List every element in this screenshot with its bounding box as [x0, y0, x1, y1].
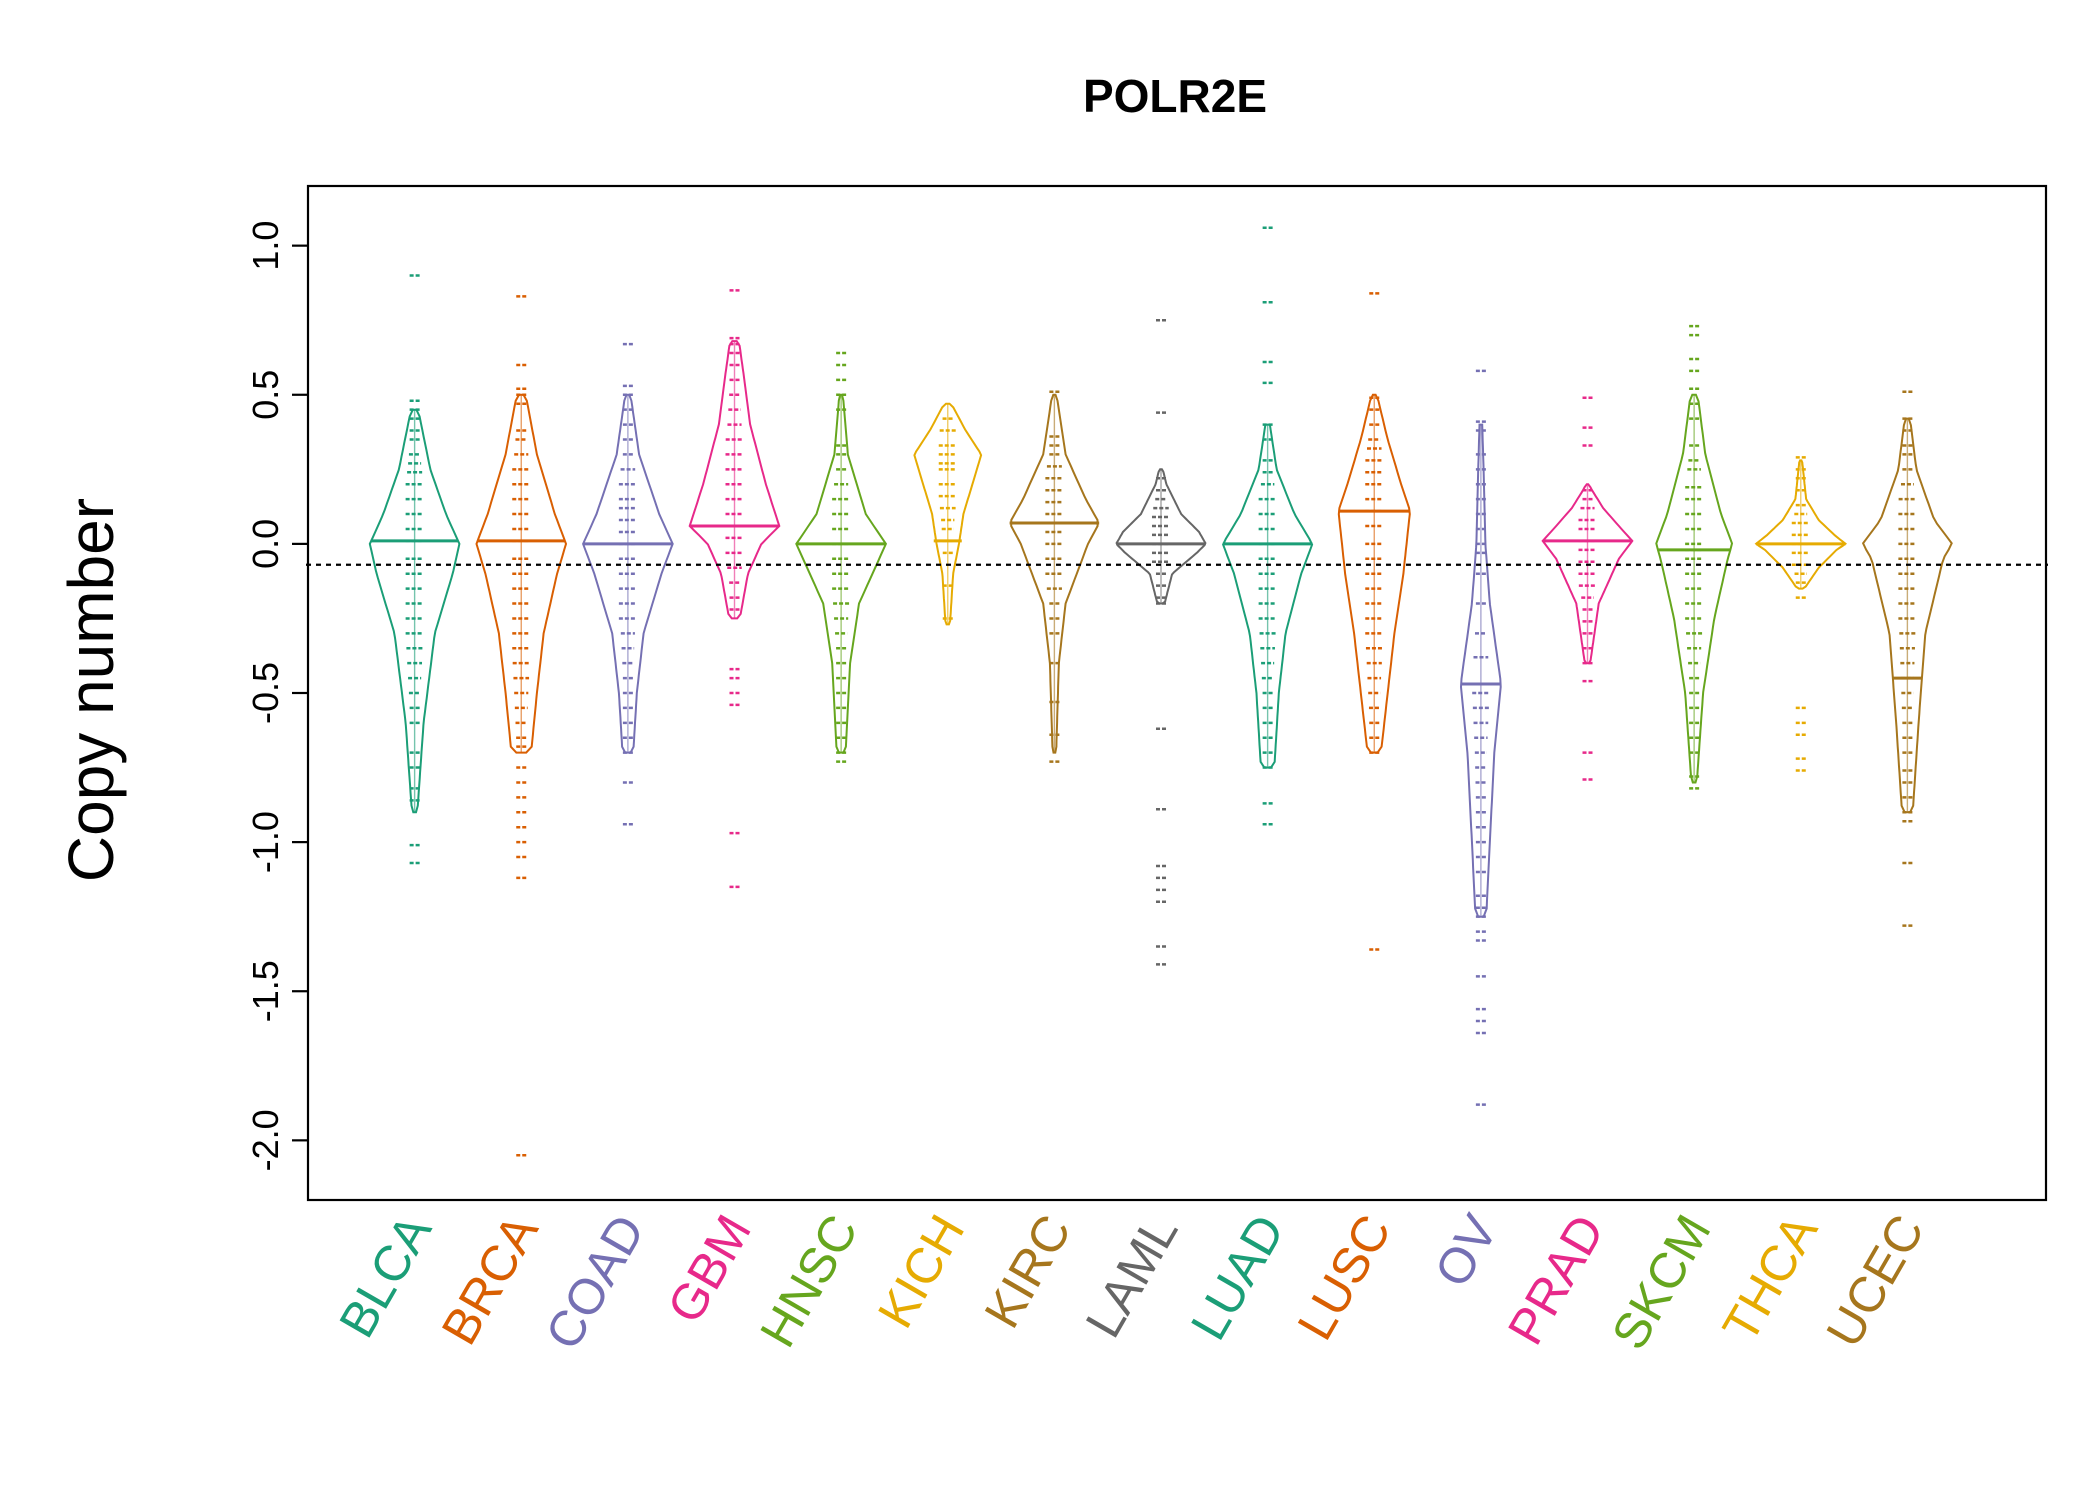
bean-gbm [688, 289, 781, 889]
bean-brca [475, 295, 568, 1157]
x-tick-label-brca: BRCA [431, 1205, 549, 1354]
bean-ov [1459, 369, 1502, 1106]
y-tick-label: 0.5 [245, 370, 286, 420]
x-tick-label-kirc: KIRC [974, 1206, 1082, 1337]
x-tick-label-lusc: LUSC [1287, 1206, 1402, 1350]
bean-coad [582, 342, 674, 826]
y-axis: 1.0 0.5 0.0 -0.5 -1.0 -1.5 -2.0 [245, 221, 308, 1171]
y-tick-label: 0.0 [245, 519, 286, 569]
plot-frame [306, 184, 2048, 1202]
bean-ucec [1861, 390, 1953, 927]
y-tick-label: -2.0 [245, 1109, 286, 1171]
y-tick-label: -1.0 [245, 811, 286, 873]
x-tick-label-laml: LAML [1075, 1206, 1189, 1347]
x-tick-label-gbm: GBM [657, 1206, 762, 1333]
x-tick-label-luad: LUAD [1180, 1206, 1295, 1350]
bean-kich [913, 402, 983, 626]
y-tick-label: 1.0 [245, 221, 286, 271]
bean-hnsc [795, 351, 888, 763]
x-tick-label-prad: PRAD [1497, 1206, 1615, 1354]
bean-group [368, 226, 1953, 1157]
bean-kirc [1009, 390, 1100, 763]
bean-prad [1541, 396, 1634, 781]
x-tick-label-skcm: SKCM [1601, 1206, 1722, 1359]
y-tick-label: -1.5 [245, 960, 286, 1022]
x-tick-label-ucec: UCEC [1816, 1206, 1935, 1357]
bean-blca [368, 274, 461, 865]
x-tick-label-kich: KICH [867, 1206, 975, 1337]
y-axis-label: Copy number [55, 498, 127, 882]
y-tick-label: -0.5 [245, 662, 286, 724]
x-tick-label-ov: OV [1424, 1205, 1509, 1296]
x-tick-label-coad: COAD [535, 1206, 656, 1359]
bean-lusc [1337, 292, 1411, 951]
bean-laml [1115, 318, 1207, 966]
chart-title: POLR2E [1083, 70, 1267, 122]
bean-luad [1222, 226, 1314, 826]
bean-skcm [1655, 324, 1734, 790]
bean-thca [1754, 456, 1848, 772]
x-tick-label-hnsc: HNSC [749, 1206, 868, 1357]
x-tick-label-blca: BLCA [328, 1205, 442, 1347]
x-tick-label-thca: THCA [1712, 1205, 1829, 1351]
